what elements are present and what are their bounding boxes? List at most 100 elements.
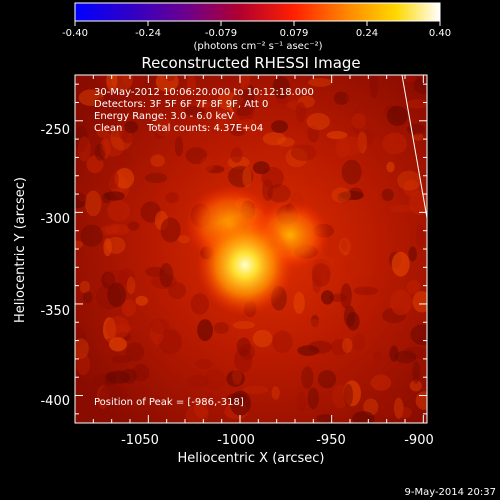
image-speckle (308, 78, 333, 87)
image-speckle (105, 236, 126, 254)
footer-date: 9-May-2014 20:37 (404, 487, 496, 498)
image-speckle (343, 305, 356, 327)
image-speckle (80, 224, 104, 247)
image-speckle (408, 246, 418, 262)
image-speckle (389, 204, 415, 213)
image-speckle (226, 393, 247, 403)
image-speckle (379, 392, 395, 418)
image-speckle (226, 370, 245, 387)
colorbar-tick-label: 0.079 (280, 28, 309, 39)
y-tick-label: -300 (40, 212, 70, 227)
image-speckle (272, 330, 293, 354)
image-speckle (108, 337, 127, 352)
image-speckle (103, 238, 112, 257)
image-speckle (99, 384, 123, 407)
image-speckle (296, 392, 307, 412)
image-speckle (159, 263, 174, 288)
image-speckle (293, 291, 305, 314)
image-speckle (145, 172, 168, 184)
image-speckle (340, 283, 352, 309)
image-speckle (177, 235, 190, 244)
image-speckle (267, 184, 291, 203)
image-speckle (382, 132, 407, 155)
colorbar-tick-label: 0.40 (429, 28, 451, 39)
image-speckle (111, 224, 120, 234)
image-speckle (316, 414, 335, 423)
image-speckle (95, 96, 119, 106)
image-speckle (124, 121, 139, 134)
chart-title: Reconstructed RHESSI Image (141, 54, 360, 72)
image-speckle (149, 318, 170, 334)
energy-range-text: Energy Range: 3.0 - 6.0 keV (94, 111, 234, 122)
colorbar: -0.40 -0.24 -0.079 0.079 0.24 0.40 (phot… (62, 2, 451, 52)
image-speckle (75, 78, 101, 97)
image-speckle (242, 167, 252, 188)
image-speckle (381, 188, 394, 202)
image-speckle (125, 342, 145, 362)
image-speckle (105, 316, 130, 340)
image-speckle (200, 156, 215, 172)
image-speckle (197, 319, 214, 342)
image-speckle (343, 383, 354, 407)
image-speckle (76, 184, 88, 202)
x-tick-label: -1050 (121, 433, 159, 448)
image-speckle (402, 75, 417, 83)
time-range-text: 30-May-2012 10:06:20.000 to 10:12:18.000 (94, 87, 314, 98)
image-speckle (341, 159, 362, 185)
x-tick-label: -950 (316, 433, 346, 448)
colorbar-tick-label: 0.24 (356, 28, 378, 39)
y-axis-ticks (75, 83, 427, 415)
total-counts-text: Total counts: 4.37E+04 (147, 123, 264, 134)
limb-line (401, 75, 427, 219)
image-speckle (243, 385, 269, 394)
image-speckle (109, 170, 119, 189)
image-speckle (114, 168, 135, 189)
image-speckle (311, 259, 333, 281)
image-speckle (232, 320, 255, 330)
image-speckle (135, 295, 148, 306)
image-speckle (204, 368, 226, 390)
image-speckle (102, 136, 125, 157)
image-speckle (410, 324, 427, 345)
image-speckle (357, 131, 368, 154)
x-tick-label: -1000 (217, 433, 255, 448)
image-speckle (335, 137, 350, 158)
image-speckle (337, 136, 364, 156)
image-speckle (272, 76, 290, 99)
image-speckle (79, 280, 91, 294)
image-speckle (310, 314, 319, 328)
image-speckle (306, 113, 330, 130)
image-speckle (360, 129, 375, 145)
image-speckle (406, 280, 421, 294)
image-speckle (286, 158, 303, 170)
image-speckle (215, 109, 229, 127)
image-speckle (412, 291, 427, 313)
image-speckle (389, 345, 399, 362)
image-speckle (230, 147, 243, 163)
image-speckle (231, 91, 256, 117)
image-speckle (75, 338, 89, 359)
image-speckle (386, 161, 395, 173)
image-speckle (195, 100, 212, 109)
image-speckle (107, 282, 127, 308)
x-axis-label: Heliocentric X (arcsec) (178, 451, 325, 466)
detectors-text: Detectors: 3F 5F 6F 7F 8F 9F, Att 0 (94, 99, 269, 110)
image-speckle (363, 398, 379, 416)
colorbar-tick-label: -0.40 (62, 28, 88, 39)
image-speckle (393, 397, 404, 419)
image-speckle (369, 75, 379, 99)
heatmap-image (75, 75, 427, 423)
image-speckle (351, 113, 366, 129)
image-speckle (184, 105, 205, 118)
image-speckle (416, 224, 425, 248)
y-tick-label: -350 (40, 304, 70, 319)
image-speckle (75, 409, 86, 422)
image-speckle (75, 240, 84, 249)
image-speckle (236, 337, 251, 357)
image-speckle (110, 382, 128, 405)
image-speckle (330, 339, 348, 356)
image-speckle (96, 108, 108, 118)
image-speckle (155, 127, 166, 139)
image-speckle (150, 320, 164, 345)
